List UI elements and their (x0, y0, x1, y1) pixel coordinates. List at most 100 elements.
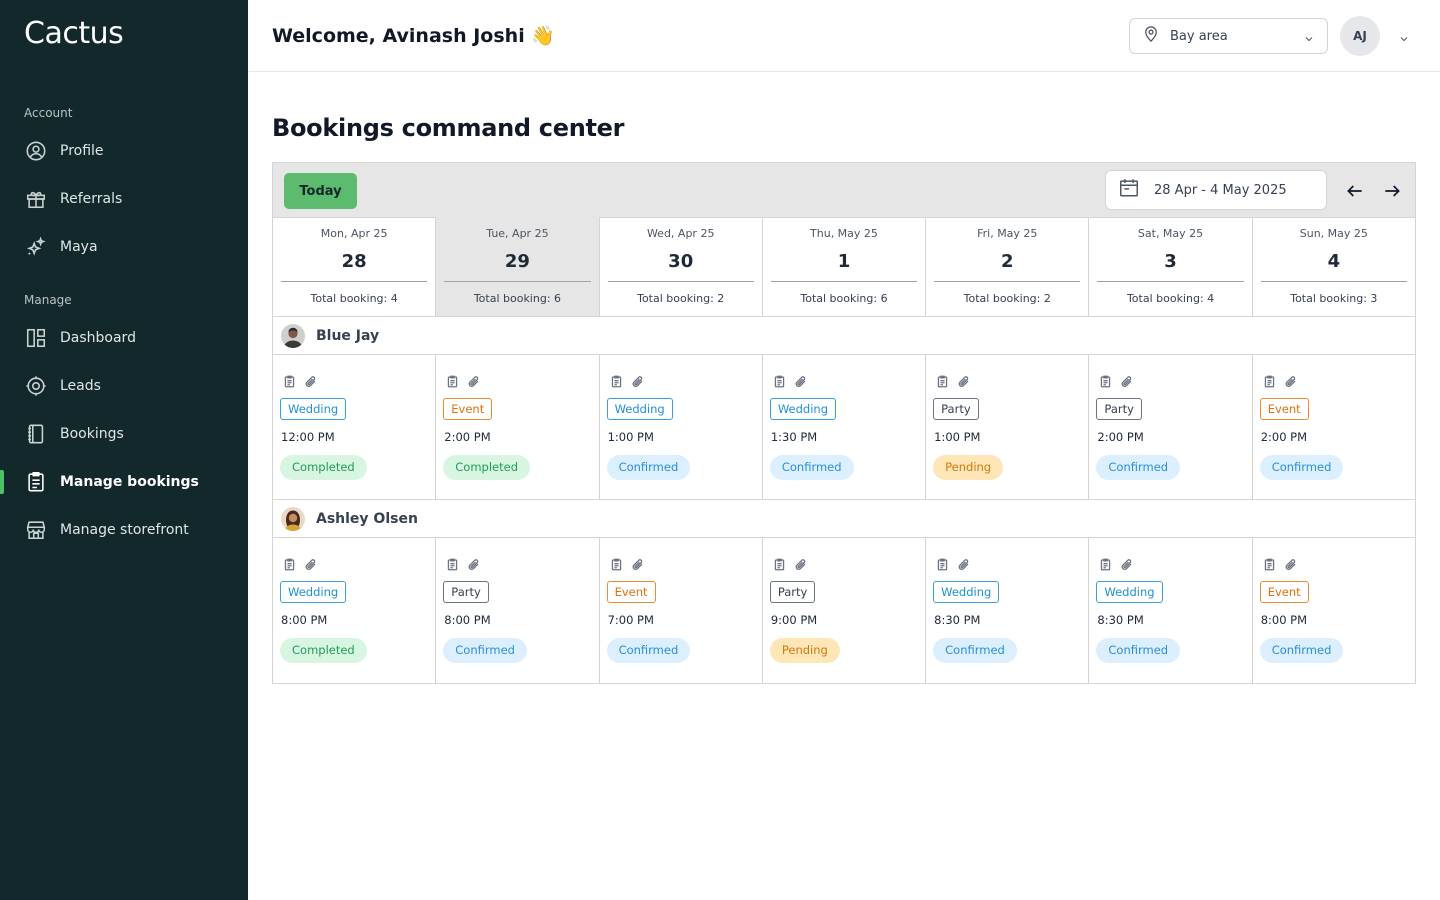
booking-cell[interactable]: Wedding 8:30 PM Confirmed (1089, 538, 1253, 683)
notes-icon[interactable] (936, 375, 949, 388)
next-week-button[interactable] (1380, 179, 1404, 203)
booking-cell[interactable]: Wedding 8:30 PM Confirmed (926, 538, 1090, 683)
paperclip-icon[interactable] (1120, 375, 1133, 388)
notes-icon[interactable] (610, 558, 623, 571)
status-badge[interactable]: Confirmed (1259, 455, 1344, 480)
booking-time: 8:30 PM (934, 613, 981, 627)
status-badge[interactable]: Confirmed (1096, 455, 1181, 480)
status-badge[interactable]: Confirmed (443, 638, 527, 663)
date-range-picker[interactable]: 28 Apr - 4 May 2025 (1105, 170, 1327, 210)
status-badge[interactable]: Confirmed (1096, 638, 1181, 663)
notes-icon[interactable] (1099, 375, 1112, 388)
booking-cell[interactable]: Party 9:00 PM Pending (763, 538, 927, 683)
day-total-bookings: Total booking: 2 (963, 292, 1051, 305)
booking-cell[interactable]: Event 8:00 PM Confirmed (1253, 538, 1415, 683)
notes-icon[interactable] (1263, 558, 1276, 571)
paperclip-icon[interactable] (957, 375, 970, 388)
booking-time: 8:30 PM (1097, 613, 1144, 627)
paperclip-icon[interactable] (1120, 558, 1133, 571)
notes-icon[interactable] (610, 375, 623, 388)
booking-cell[interactable]: Wedding 1:30 PM Confirmed (763, 355, 927, 499)
paperclip-icon[interactable] (304, 558, 317, 571)
paperclip-icon[interactable] (467, 375, 480, 388)
previous-week-button[interactable] (1343, 179, 1367, 203)
sidebar-item-manage-storefront[interactable]: Manage storefront (0, 510, 248, 550)
status-badge[interactable]: Pending (933, 455, 1004, 480)
status-badge[interactable]: Completed (280, 638, 367, 663)
paperclip-icon[interactable] (1284, 558, 1297, 571)
sidebar-item-profile[interactable]: Profile (0, 131, 248, 171)
day-column-header[interactable]: Wed, Apr 25 30 Total booking: 2 (600, 217, 763, 316)
paperclip-icon[interactable] (957, 558, 970, 571)
sidebar-item-referrals[interactable]: Referrals (0, 179, 248, 219)
booking-cell[interactable]: Wedding 12:00 PM Completed (273, 355, 437, 499)
sidebar-item-bookings[interactable]: Bookings (0, 414, 248, 454)
sidebar-item-label: Referrals (60, 191, 123, 207)
location-select[interactable]: Bay area (1129, 18, 1328, 54)
booking-cell[interactable]: Party 1:00 PM Pending (926, 355, 1090, 499)
day-column-header[interactable]: Thu, May 25 1 Total booking: 6 (763, 217, 927, 316)
notes-icon[interactable] (936, 558, 949, 571)
status-badge[interactable]: Completed (280, 455, 367, 480)
booking-cell[interactable]: Event 2:00 PM Confirmed (1253, 355, 1415, 499)
booking-cell[interactable]: Event 7:00 PM Confirmed (600, 538, 763, 683)
booking-actions (610, 375, 644, 388)
status-badge[interactable]: Pending (769, 638, 840, 663)
user-avatar[interactable]: AJ (1340, 16, 1380, 56)
day-column-header[interactable]: Mon, Apr 25 28 Total booking: 4 (273, 217, 437, 316)
sidebar-item-leads[interactable]: Leads (0, 366, 248, 406)
today-button[interactable]: Today (284, 173, 357, 209)
notes-icon[interactable] (1263, 375, 1276, 388)
sidebar-item-manage-bookings[interactable]: Manage bookings (0, 462, 248, 502)
status-badge[interactable]: Confirmed (933, 638, 1017, 663)
booking-cell[interactable]: Event 2:00 PM Completed (436, 355, 600, 499)
paperclip-icon[interactable] (794, 558, 807, 571)
booking-type-tag: Wedding (280, 581, 347, 603)
notes-icon[interactable] (773, 375, 786, 388)
day-column-header[interactable]: Sun, May 25 4 Total booking: 3 (1253, 217, 1415, 316)
booking-actions (773, 375, 807, 388)
booking-cell[interactable]: Wedding 8:00 PM Completed (273, 538, 437, 683)
status-badge[interactable]: Completed (443, 455, 531, 480)
paperclip-icon[interactable] (1284, 375, 1297, 388)
paperclip-icon[interactable] (631, 558, 644, 571)
day-column-header[interactable]: Tue, Apr 25 29 Total booking: 6 (436, 217, 600, 316)
notes-icon[interactable] (283, 375, 296, 388)
paperclip-icon[interactable] (631, 375, 644, 388)
paperclip-icon[interactable] (304, 375, 317, 388)
vendor-name: Blue Jay (316, 327, 380, 344)
sidebar-item-label: Profile (60, 143, 104, 159)
booking-cell[interactable]: Party 2:00 PM Confirmed (1089, 355, 1253, 499)
day-column-header[interactable]: Fri, May 25 2 Total booking: 2 (926, 217, 1090, 316)
booking-actions (1263, 375, 1297, 388)
paperclip-icon[interactable] (794, 375, 807, 388)
booking-type-tag: Party (769, 581, 816, 603)
status-badge[interactable]: Confirmed (769, 455, 854, 480)
day-name: Wed, Apr 25 (646, 227, 715, 240)
booking-actions (773, 558, 807, 571)
status-badge[interactable]: Confirmed (606, 455, 691, 480)
day-column-header[interactable]: Sat, May 25 3 Total booking: 4 (1089, 217, 1253, 316)
notes-icon[interactable] (283, 558, 296, 571)
app-logo[interactable]: Cactus (24, 16, 124, 51)
day-number: 29 (504, 251, 530, 272)
sidebar-item-label: Leads (60, 378, 101, 394)
notes-icon[interactable] (1099, 558, 1112, 571)
booking-cell[interactable]: Wedding 1:00 PM Confirmed (600, 355, 763, 499)
notes-icon[interactable] (773, 558, 786, 571)
notes-icon[interactable] (446, 375, 459, 388)
booking-type-tag: Event (606, 581, 656, 603)
booking-cell[interactable]: Party 8:00 PM Confirmed (436, 538, 600, 683)
booking-actions (1099, 558, 1133, 571)
sidebar-item-maya[interactable]: Maya (0, 227, 248, 267)
booking-time: 2:00 PM (1097, 430, 1144, 444)
sidebar-item-dashboard[interactable]: Dashboard (0, 318, 248, 358)
booking-time: 9:00 PM (770, 613, 818, 627)
notes-icon[interactable] (446, 558, 459, 571)
paperclip-icon[interactable] (467, 558, 480, 571)
status-badge[interactable]: Confirmed (606, 638, 691, 663)
account-menu-chevron-icon[interactable] (1398, 30, 1410, 49)
sidebar-item-label: Manage storefront (60, 522, 189, 538)
status-badge[interactable]: Confirmed (1259, 638, 1344, 663)
vendor-avatar (281, 323, 305, 348)
